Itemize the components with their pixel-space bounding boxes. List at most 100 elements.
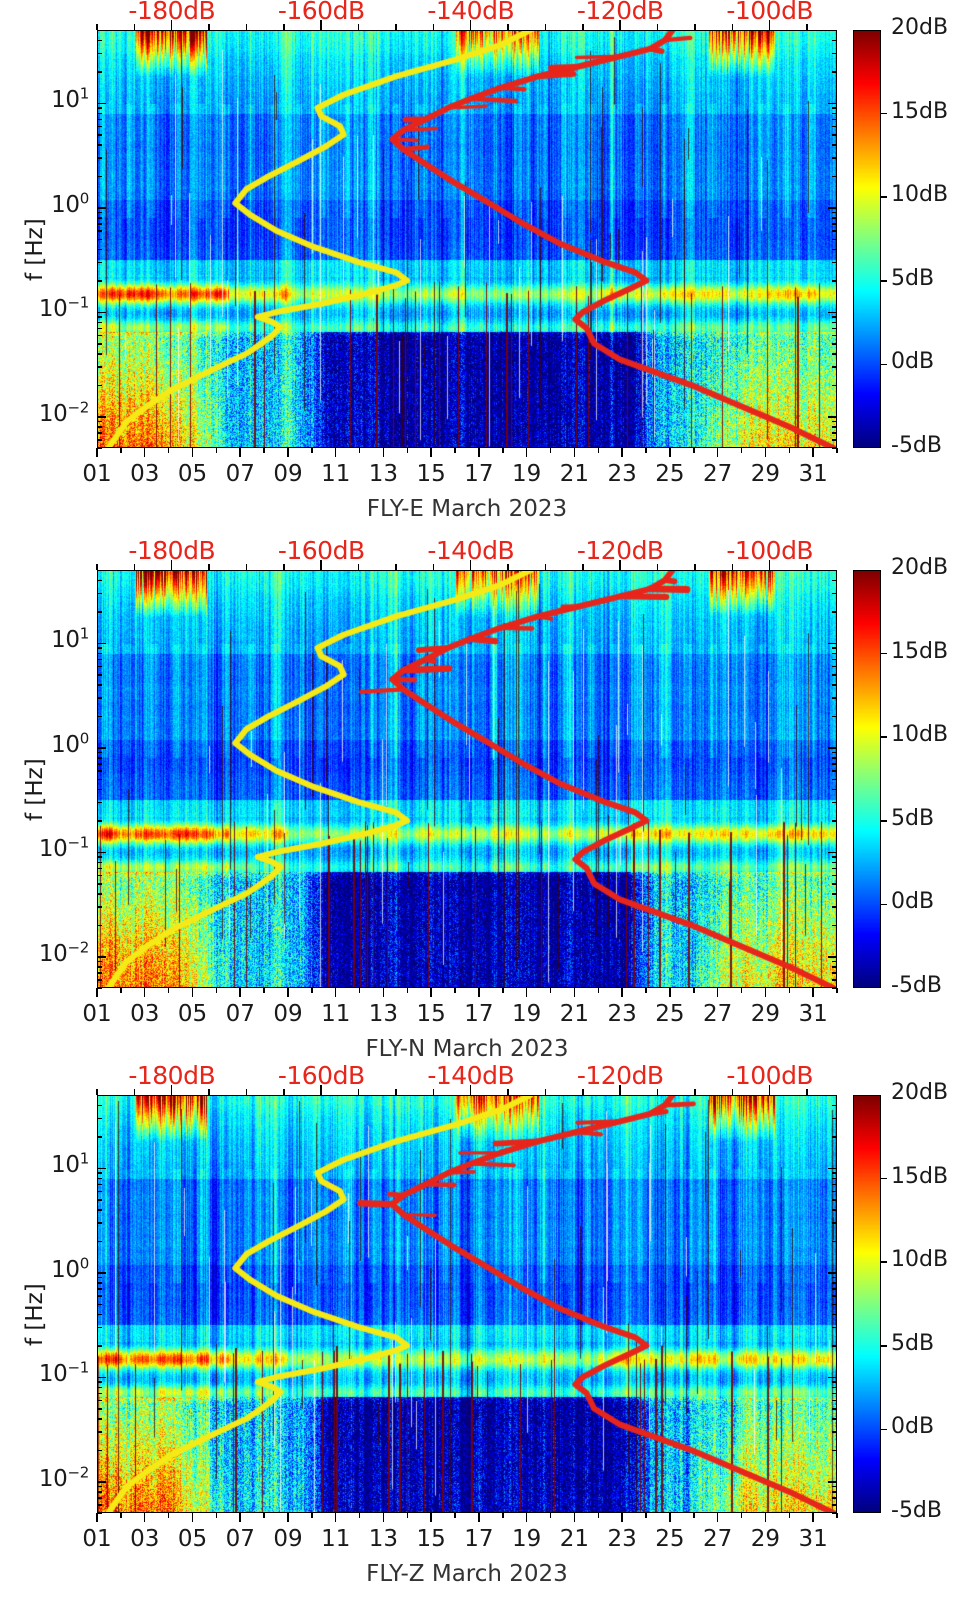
colorbar-tick [881, 903, 887, 906]
y-tick [832, 788, 837, 791]
x-tick-label: 29 [750, 1001, 781, 1027]
top-db-tick [544, 24, 547, 30]
top-db-tick [694, 564, 696, 570]
x-tick [573, 988, 576, 997]
x-tick-label: 27 [703, 1526, 733, 1552]
x-tick-label: 17 [464, 461, 494, 487]
y-tick [828, 102, 837, 105]
top-db-tick [656, 1089, 659, 1095]
colorbar-tick-label: -5dB [891, 433, 942, 458]
x-tick-label: 01 [82, 461, 112, 487]
y-tick [832, 125, 837, 128]
y-tick [97, 311, 106, 314]
y-tick [832, 280, 837, 282]
x-tick-label: 13 [368, 1526, 399, 1552]
y-tick [832, 1392, 837, 1395]
top-db-tick [507, 24, 509, 30]
x-tick [525, 988, 528, 997]
x-tick [812, 988, 814, 997]
y-tick [97, 647, 102, 649]
y-tick-label: 100 [51, 1253, 89, 1283]
x-tick [191, 988, 194, 997]
x-tick [239, 988, 241, 997]
x-tick-label: 17 [464, 1526, 494, 1552]
y-tick [97, 416, 106, 418]
x-tick [96, 448, 98, 457]
y-tick [97, 1136, 102, 1138]
y-tick [97, 1183, 102, 1186]
x-tick-label: 29 [750, 461, 781, 487]
x-tick [215, 988, 218, 993]
y-tick [832, 1381, 837, 1383]
y-axis-title-fly-z: f [Hz] [22, 1283, 48, 1346]
top-db-tick [170, 20, 173, 30]
y-tick [828, 416, 837, 418]
top-db-tick [432, 564, 435, 570]
spectrogram-canvas-fly-n [97, 570, 837, 988]
y-tick [828, 207, 837, 209]
y-tick [97, 1222, 102, 1224]
colorbar-tick [881, 1261, 887, 1263]
y-tick [97, 1376, 106, 1379]
x-tick [167, 988, 170, 993]
y-tick [97, 751, 102, 754]
x-tick-label: 27 [703, 1001, 733, 1027]
y-tick [97, 426, 102, 428]
x-tick-label: 21 [559, 1526, 590, 1552]
y-tick [97, 334, 102, 337]
y-tick [832, 426, 837, 428]
x-tick [788, 1513, 790, 1518]
y-tick [832, 223, 837, 225]
x-tick [311, 988, 313, 993]
y-tick [97, 1431, 102, 1433]
y-tick [832, 1326, 837, 1329]
x-tick-label: 25 [655, 1001, 685, 1027]
y-tick [97, 747, 106, 749]
y-tick [97, 134, 102, 136]
y-tick [832, 217, 837, 219]
x-tick [549, 988, 552, 993]
y-tick [97, 343, 102, 345]
x-tick-label: 23 [607, 1001, 637, 1027]
x-tick [812, 448, 814, 457]
top-db-label: -120dB [576, 0, 664, 25]
x-tick [191, 448, 194, 457]
y-tick [97, 674, 102, 676]
y-tick [97, 118, 102, 121]
x-tick [191, 1513, 194, 1522]
x-tick [716, 1513, 719, 1522]
y-tick [832, 1172, 837, 1174]
y-tick [832, 420, 837, 423]
y-axis-title-fly-n: f [Hz] [22, 758, 48, 821]
x-tick [478, 448, 480, 457]
top-db-tick [768, 560, 771, 570]
x-tick [382, 448, 385, 457]
x-tick-label: 17 [464, 1001, 494, 1027]
x-tick [143, 448, 146, 457]
y-tick [832, 107, 837, 109]
x-tick-label: 11 [321, 1001, 351, 1027]
x-tick-label: 03 [130, 1526, 160, 1552]
y-tick [832, 665, 837, 668]
y-tick [97, 1392, 102, 1395]
y-tick [97, 906, 102, 908]
y-tick [832, 29, 837, 31]
y-tick-label: 101 [51, 1149, 89, 1179]
colorbar-gradient [854, 571, 880, 987]
top-db-tick [283, 24, 285, 30]
y-tick [832, 343, 837, 345]
y-tick [832, 327, 837, 330]
y-tick [832, 1431, 837, 1433]
y-tick-label: 10−2 [38, 937, 89, 967]
x-tick [573, 448, 576, 457]
y-tick [97, 439, 102, 441]
y-tick [97, 1177, 102, 1180]
y-tick [832, 134, 837, 136]
y-tick [832, 1295, 837, 1297]
y-tick [832, 647, 837, 649]
x-tick [334, 448, 337, 457]
y-tick [97, 697, 102, 699]
x-tick [120, 1513, 122, 1518]
y-tick [97, 1172, 102, 1174]
y-tick [97, 1386, 102, 1389]
